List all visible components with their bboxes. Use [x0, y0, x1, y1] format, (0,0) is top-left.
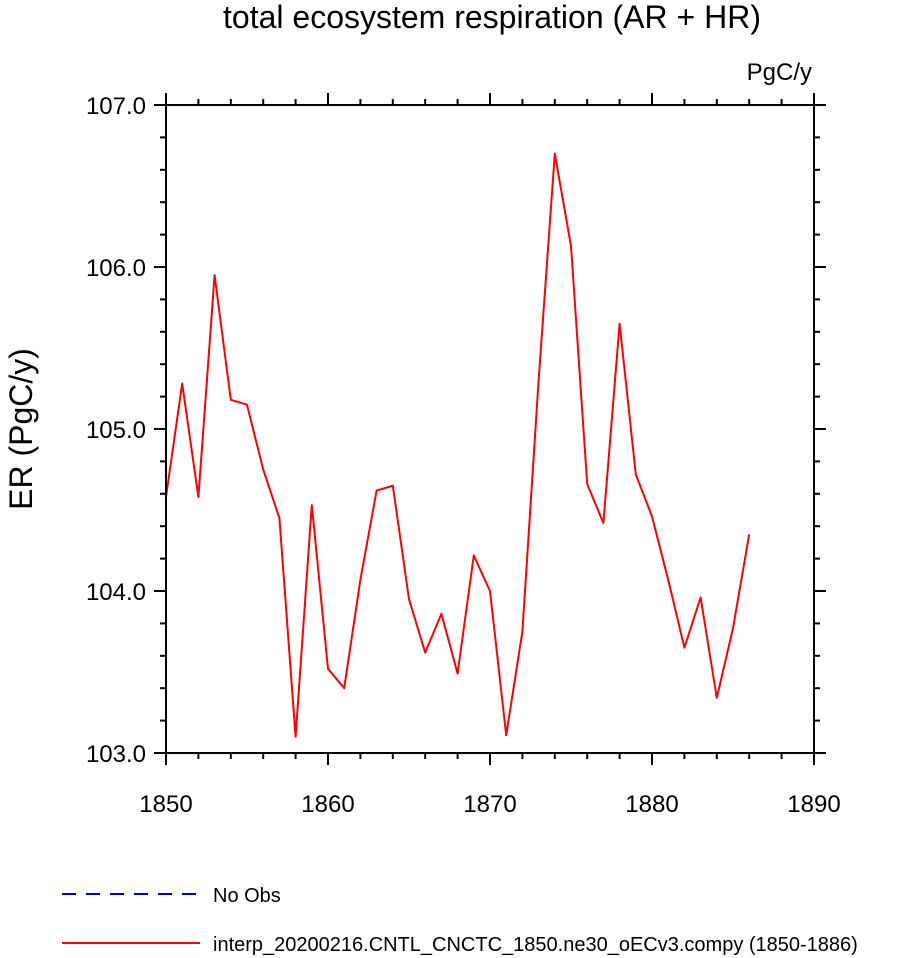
series-line: [165, 152, 751, 738]
x-tick-label: 1850: [139, 791, 192, 818]
x-tick-label: 1890: [787, 791, 840, 818]
plot-frame: [165, 104, 815, 754]
tick-labels: 103.0 104.0 105.0 106.0 107.0 1850 1860 1870 188…: [86, 93, 841, 818]
legend-label: interp_20200216.CNTL_CNCTC_1850.ne30_oEC…: [213, 934, 858, 956]
x-tick-label: 1880: [625, 791, 678, 818]
y-tick-label: 104.0: [86, 579, 146, 606]
units-label: PgC/y: [747, 59, 812, 86]
y-tick-label: 103.0: [86, 741, 146, 768]
chart-title: total ecosystem respiration (AR + HR): [223, 0, 761, 35]
y-axis-label: ER (PgC/y): [3, 348, 39, 510]
legend: No Obs interp_20200216.CNTL_CNCTC_1850.ne…: [62, 885, 858, 956]
y-tick-label: 105.0: [86, 417, 146, 444]
x-tick-label: 1860: [301, 791, 354, 818]
x-tick-label: 1870: [463, 791, 516, 818]
y-tick-label: 107.0: [86, 93, 146, 120]
y-tick-label: 106.0: [86, 255, 146, 282]
data-series: [165, 152, 751, 738]
legend-label: No Obs: [213, 885, 281, 907]
